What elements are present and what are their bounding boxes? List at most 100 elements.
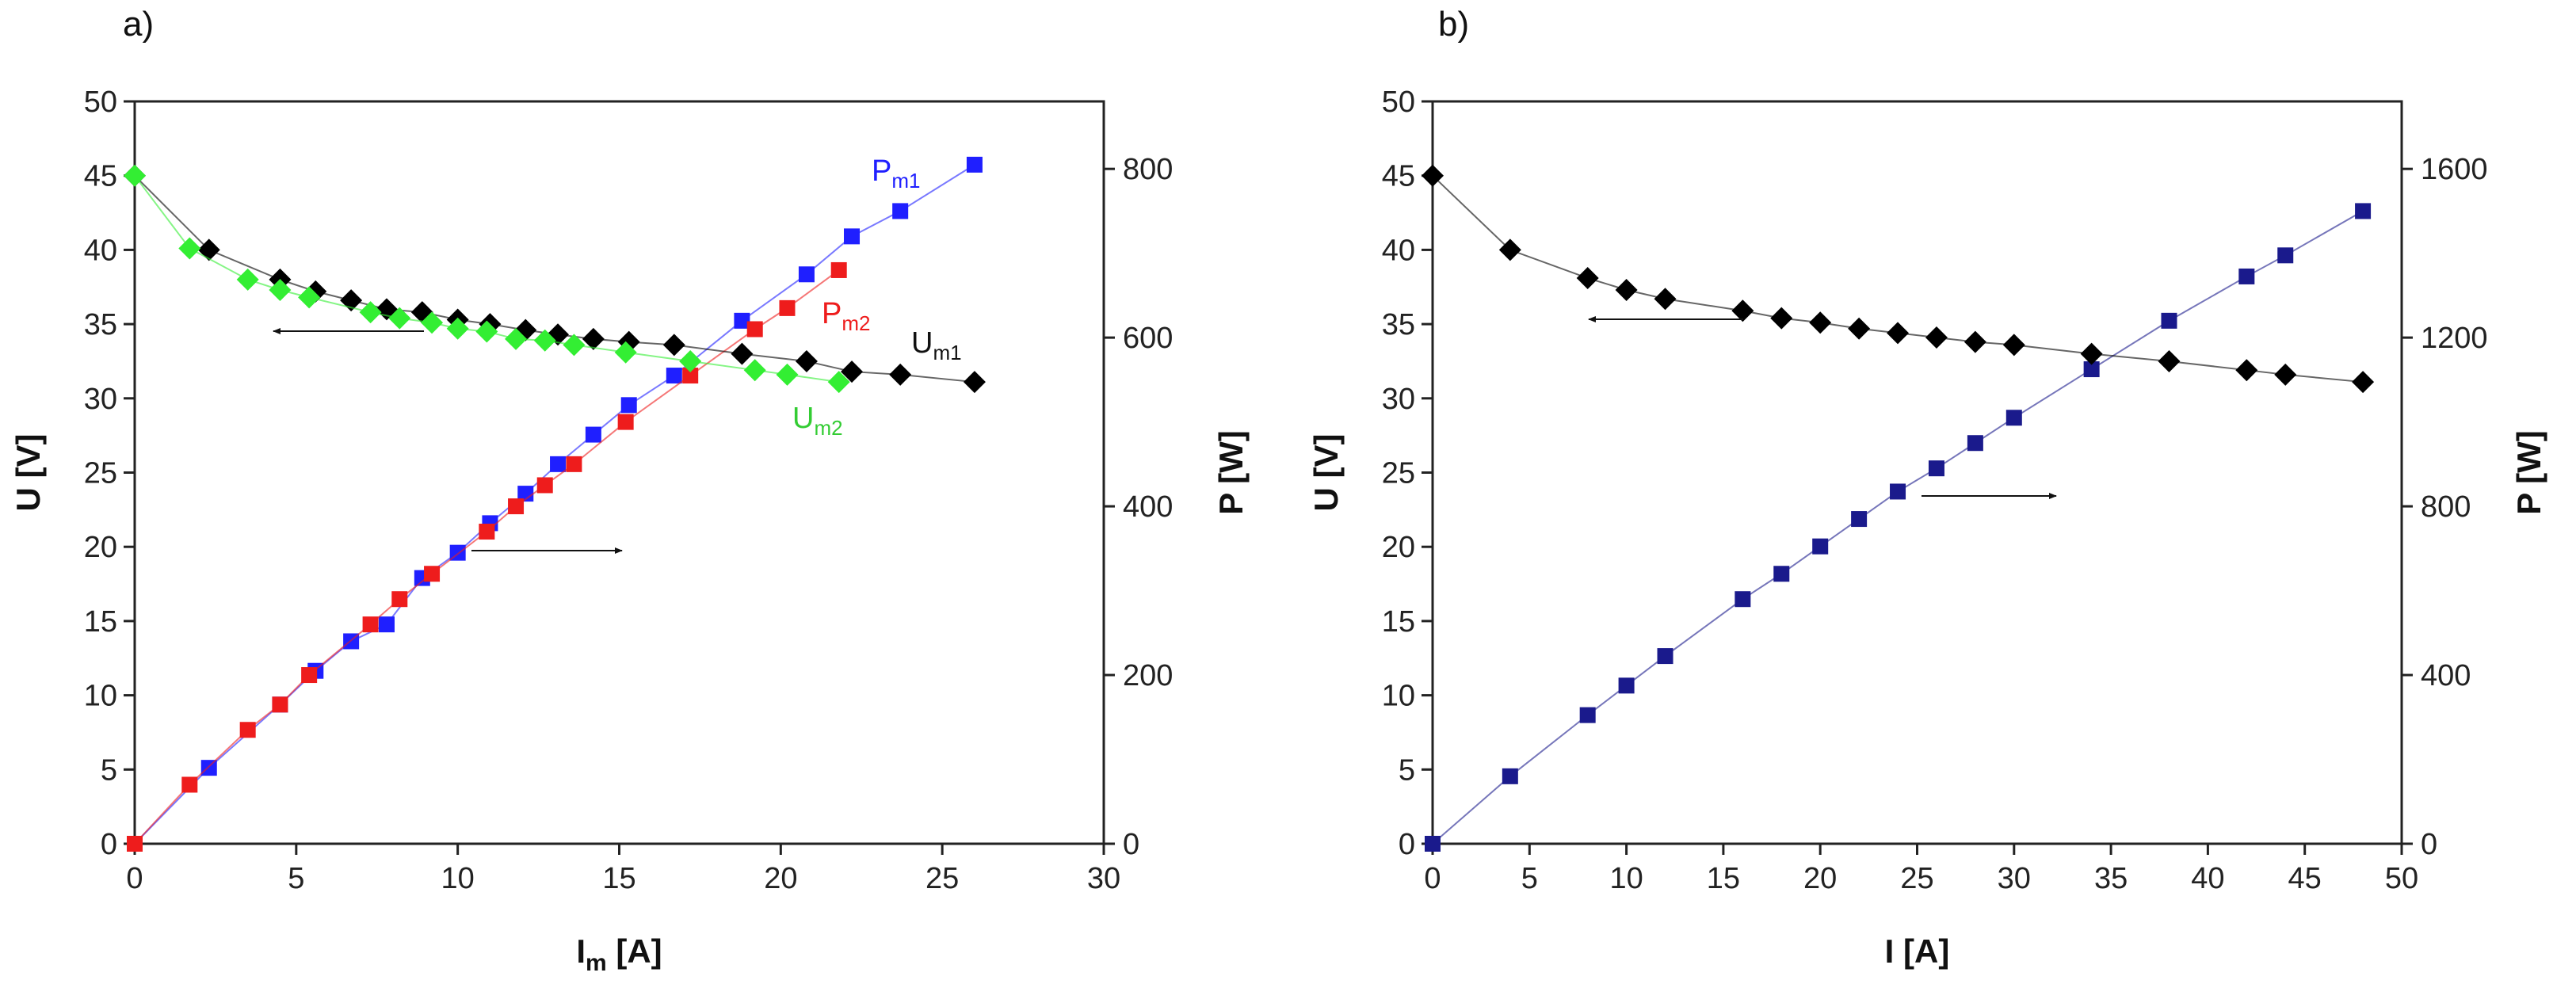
data-point-Um2	[776, 363, 799, 386]
data-point-Um1	[889, 363, 912, 386]
data-point-U	[2080, 342, 2103, 365]
y-left-tick-label: 10	[84, 680, 117, 713]
data-point-Pm1	[734, 312, 750, 329]
x-axis-label: I [A]	[1885, 932, 1950, 970]
y-right-tick-label: 400	[2421, 659, 2471, 692]
data-point-P	[1502, 768, 1518, 784]
data-point-Pm2	[362, 616, 379, 633]
x-tick-label: 30	[1087, 862, 1120, 895]
y-left-tick-label: 15	[84, 605, 117, 639]
x-tick-label: 25	[925, 862, 959, 895]
data-point-Pm2	[536, 477, 553, 494]
y-left-tick-label: 30	[84, 383, 117, 416]
data-point-Um1	[963, 371, 986, 394]
data-point-U	[1422, 164, 1444, 187]
plot-frame	[1431, 100, 2403, 845]
data-point-U	[1498, 238, 1521, 261]
data-point-Pm1	[550, 456, 567, 472]
panel-b-chart: 0 5 10 15 20 25 30 35 40 45 5005101520253035404550…	[1307, 5, 2547, 970]
data-point-Um2	[614, 341, 637, 364]
y-left-tick-label: 45	[84, 160, 117, 193]
y-right-tick-label: 0	[2421, 828, 2437, 861]
data-point-Pm2	[301, 667, 318, 684]
data-point-Um2	[298, 286, 321, 309]
y-right-tick-label: 800	[1123, 153, 1173, 186]
data-point-Um2	[505, 327, 528, 350]
series-line-Pm1	[134, 164, 975, 845]
data-point-Pm2	[617, 414, 634, 430]
data-point-Um2	[475, 320, 498, 343]
plot-frame	[133, 100, 1105, 845]
data-point-Um2	[421, 311, 444, 334]
series-line-Um1	[134, 174, 975, 383]
data-point-Um1	[662, 334, 685, 357]
x-tick-label: 50	[2385, 862, 2418, 895]
x-tick-label: 45	[2288, 862, 2322, 895]
data-point-Pm2	[746, 321, 763, 338]
panel-label: a)	[123, 5, 154, 44]
data-point-P	[1928, 460, 1944, 477]
data-point-U	[1848, 317, 1871, 340]
data-point-P	[1657, 648, 1673, 665]
data-point-U	[1731, 299, 1754, 322]
data-point-P	[1425, 836, 1441, 852]
y-left-tick-label: 35	[1382, 308, 1415, 341]
x-tick-label: 10	[441, 862, 475, 895]
y-left-tick-label: 40	[84, 234, 117, 267]
data-point-Pm2	[508, 498, 525, 515]
y-left-tick-label: 5	[101, 753, 117, 787]
data-point-P	[2355, 203, 2372, 219]
series-line-P	[1432, 210, 2364, 845]
data-point-Um2	[236, 268, 259, 291]
data-point-U	[1963, 330, 1986, 353]
y-left-axis-label: U [V]	[10, 434, 47, 512]
data-point-U	[2352, 371, 2375, 394]
series-label-Pm1: Pm1	[872, 154, 920, 193]
data-point-P	[1812, 538, 1829, 555]
data-point-U	[1576, 267, 1599, 290]
series-U	[1422, 164, 2375, 394]
data-point-Pm2	[391, 591, 408, 608]
series-label-Um2: Um2	[792, 402, 843, 440]
x-tick-label: 15	[602, 862, 635, 895]
x-tick-label: 25	[1900, 862, 1933, 895]
panel-label: b)	[1438, 5, 1469, 44]
data-point-Pm2	[479, 524, 495, 540]
y-left-tick-label: 5	[1399, 753, 1415, 787]
x-tick-label: 10	[1609, 862, 1643, 895]
series-Pm2	[127, 261, 847, 852]
y-right-tick-label: 400	[1123, 490, 1173, 524]
data-point-U	[2158, 349, 2181, 372]
data-point-P	[1618, 677, 1635, 694]
data-point-Um2	[743, 359, 766, 382]
data-point-Pm2	[830, 261, 847, 278]
y-right-tick-label: 1200	[2421, 322, 2488, 355]
data-point-Pm1	[585, 426, 601, 443]
y-left-tick-label: 50	[84, 86, 117, 119]
data-point-Pm1	[966, 156, 983, 173]
data-point-Pm1	[517, 486, 534, 502]
data-point-Um2	[269, 278, 292, 301]
data-point-Pm1	[892, 203, 909, 219]
data-point-U	[2274, 363, 2297, 386]
x-axis-label: Im [A]	[576, 932, 662, 976]
data-point-U	[1615, 278, 1638, 301]
x-tick-label: 40	[2191, 862, 2224, 895]
data-point-P	[2005, 410, 2022, 426]
data-point-P	[1851, 511, 1868, 528]
series-label-Pm2: Pm2	[822, 297, 870, 335]
data-point-P	[2161, 312, 2177, 329]
y-right-axis-label: P [W]	[1212, 430, 1250, 515]
y-left-tick-label: 0	[101, 828, 117, 861]
y-left-tick-label: 20	[1382, 531, 1415, 564]
data-point-Pm2	[424, 566, 441, 582]
x-tick-label: 0	[1424, 862, 1441, 895]
data-point-Um1	[731, 342, 754, 365]
panel-a-chart: 0 5 10 15 20 25 300510152025303540455002004006…	[10, 5, 1250, 976]
data-point-Um1	[795, 349, 818, 372]
data-point-Pm1	[200, 760, 217, 776]
y-left-tick-label: 25	[84, 457, 117, 490]
data-point-P	[2277, 247, 2294, 264]
data-point-Um2	[533, 329, 556, 352]
y-right-tick-label: 0	[1123, 828, 1139, 861]
